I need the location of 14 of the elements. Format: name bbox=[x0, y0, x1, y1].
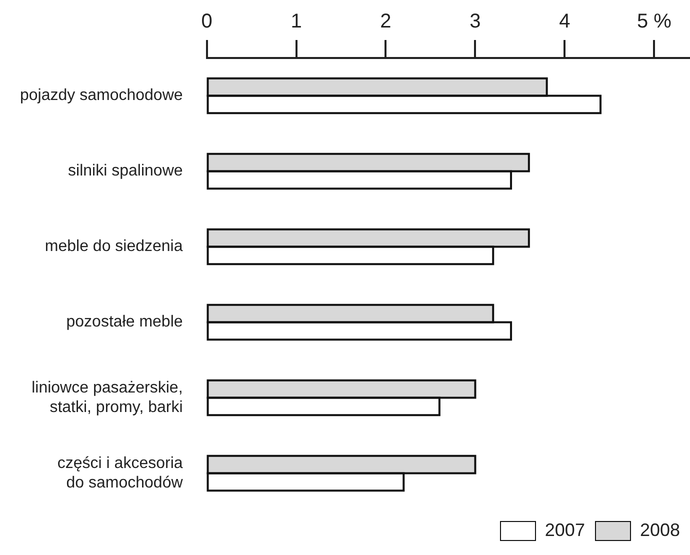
x-tick-label: 3 bbox=[470, 10, 481, 33]
y-tick-label: meble do siedzenia bbox=[44, 238, 183, 256]
x-tick-label: 4 bbox=[559, 10, 570, 33]
x-tick-label: 5 % bbox=[636, 10, 672, 33]
y-tick-label: silniki spalinowe bbox=[68, 162, 183, 180]
y-tick-label: części i akcesoria do samochodów bbox=[57, 455, 184, 492]
y-tick-label: liniowce pasażerskie, statki, promy, barki bbox=[32, 380, 183, 416]
text: 2007 bbox=[544, 520, 585, 540]
y-tick-label: pozostałe meble bbox=[66, 314, 183, 331]
x-tick-label: 2 bbox=[380, 10, 392, 33]
x-tick-label: 1 bbox=[290, 10, 302, 33]
legend-label: 2008 bbox=[640, 520, 680, 540]
x-tick-label: 0 bbox=[201, 10, 212, 33]
y-tick-label: pojazdy samochodowe bbox=[20, 87, 183, 104]
